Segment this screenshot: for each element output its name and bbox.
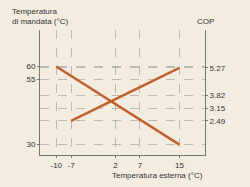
svg-text:3.15: 3.15 (210, 104, 226, 113)
svg-text:2: 2 (113, 161, 118, 170)
svg-text:-10: -10 (50, 161, 62, 170)
svg-text:7: 7 (138, 161, 143, 170)
svg-text:5.27: 5.27 (210, 64, 226, 73)
svg-text:-7: -7 (67, 161, 75, 170)
svg-text:30: 30 (26, 140, 35, 149)
svg-text:Temperaturadi mandata (°C): Temperaturadi mandata (°C) (12, 7, 68, 26)
svg-text:3.82: 3.82 (210, 91, 226, 100)
svg-text:Temperatura esterna (°C): Temperatura esterna (°C) (112, 171, 203, 180)
svg-text:2.49: 2.49 (210, 117, 226, 126)
svg-text:60: 60 (26, 62, 35, 71)
svg-text:COP: COP (197, 17, 214, 26)
svg-text:55: 55 (26, 75, 35, 84)
svg-text:15: 15 (175, 161, 184, 170)
